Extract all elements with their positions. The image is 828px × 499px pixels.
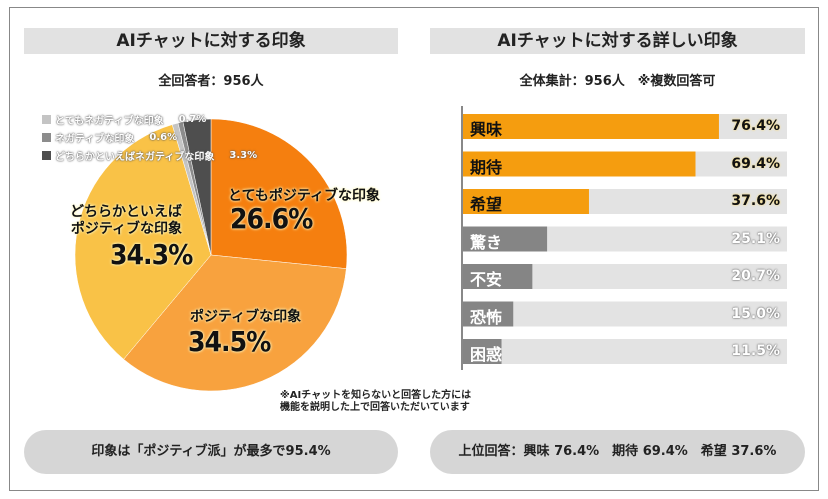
pie-slice xyxy=(182,118,212,256)
bar-label: 希望 xyxy=(470,195,503,214)
bar-value: 69.4% xyxy=(731,155,780,172)
bar-label: 困惑 xyxy=(470,345,503,364)
slice-label: どちらかといえば ポジティブな印象 xyxy=(70,204,182,237)
bar-label: 興味 xyxy=(470,120,503,139)
bar-value: 11.5% xyxy=(731,343,780,359)
bar xyxy=(463,151,696,177)
slice-label: とてもポジティブな印象 xyxy=(228,188,381,204)
pie-slice xyxy=(123,254,347,392)
legend-item: どちらかといえばネガティブな印象 3.3% xyxy=(42,148,257,163)
footnote: ※AIチャットを知らないと回答した方には 機能を説明した上で回答いただいています xyxy=(280,390,472,413)
summary-left: 印象は「ポジティブ派」が最多で95.4% xyxy=(24,430,398,474)
right-subtitle: 全体集計：956人 ※複数回答可 xyxy=(519,74,716,89)
bar-value: 15.0% xyxy=(731,305,780,322)
legend-item: とてもネガティブな印象 0.7% xyxy=(42,112,206,127)
bar xyxy=(463,339,502,364)
slice-value: 34.3% xyxy=(110,238,193,271)
pie-slice xyxy=(74,124,212,360)
legend-item: ネガティブな印象 0.6% xyxy=(42,130,177,145)
bar-value: 37.6% xyxy=(731,193,780,209)
pie-slice xyxy=(210,118,348,269)
bar-value: 25.1% xyxy=(731,230,780,247)
bar-value: 76.4% xyxy=(731,118,780,134)
bar-value: 20.7% xyxy=(731,268,780,284)
left-subtitle: 全回答者：956人 xyxy=(158,74,264,89)
bar-label: 期待 xyxy=(470,157,503,177)
bar-label: 驚き xyxy=(470,232,503,252)
slice-value: 34.5% xyxy=(188,325,271,358)
bar-label: 恐怖 xyxy=(470,307,503,327)
bar xyxy=(463,189,589,214)
infographic-frame xyxy=(9,7,819,491)
bar-track xyxy=(463,339,787,364)
right-title: AIチャットに対する詳しい印象 xyxy=(430,28,805,54)
bar xyxy=(463,114,719,139)
left-title: AIチャットに対する印象 xyxy=(24,28,398,54)
slice-label: ポジティブな印象 xyxy=(190,309,302,325)
bar-track xyxy=(463,301,787,327)
bar xyxy=(463,301,514,327)
bar xyxy=(463,264,533,289)
summary-right: 上位回答：興味 76.4% 期待 69.4% 希望 37.6% xyxy=(430,430,805,474)
slice-value: 26.6% xyxy=(230,202,313,235)
bar-label: 不安 xyxy=(470,270,503,289)
bar xyxy=(463,226,548,252)
